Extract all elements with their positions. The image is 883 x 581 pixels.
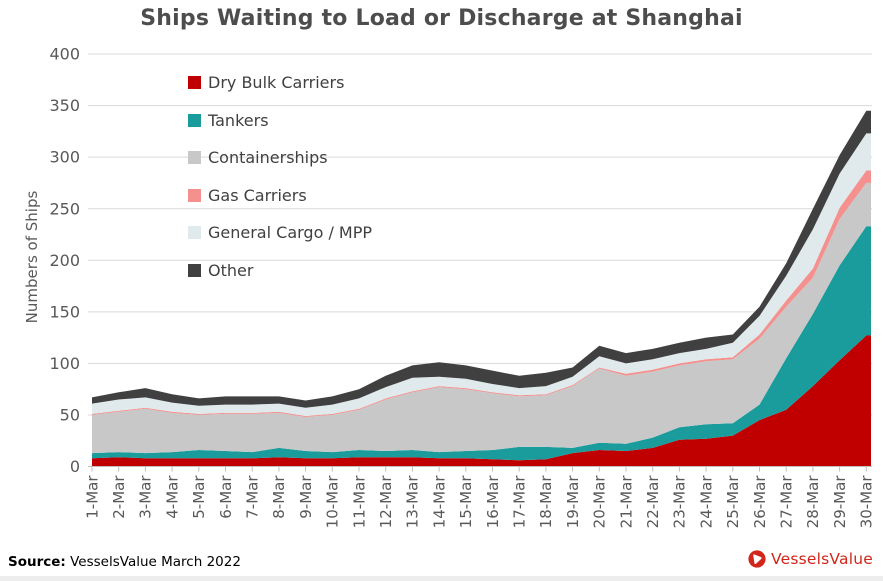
legend-swatch bbox=[188, 188, 201, 202]
x-tick-label: 7-Mar bbox=[243, 475, 261, 519]
legend-item: Gas Carriers bbox=[188, 177, 372, 215]
vesselsvalue-logo-icon bbox=[748, 550, 766, 568]
x-tick-label: 15-Mar bbox=[457, 475, 475, 529]
x-tick-label: 12-Mar bbox=[377, 475, 395, 529]
legend-swatch bbox=[188, 151, 201, 165]
x-tick-label: 21-Mar bbox=[617, 475, 635, 529]
x-tick-label: 22-Mar bbox=[644, 475, 662, 529]
y-tick-label: 100 bbox=[49, 354, 80, 373]
legend: Dry Bulk Carriers Tankers Containerships Ga… bbox=[188, 64, 372, 289]
vesselsvalue-logo-text: VesselsValue bbox=[771, 550, 873, 568]
x-tick-label: 17-Mar bbox=[510, 475, 528, 529]
legend-swatch bbox=[188, 226, 201, 240]
legend-swatch bbox=[188, 113, 201, 127]
x-tick-label: 13-Mar bbox=[404, 475, 422, 529]
x-tick-label: 6-Mar bbox=[217, 475, 235, 519]
y-tick-label: 0 bbox=[70, 457, 80, 476]
x-tick-label: 8-Mar bbox=[270, 475, 288, 519]
x-tick-label: 26-Mar bbox=[751, 475, 769, 529]
legend-item: Containerships bbox=[188, 139, 372, 177]
x-tick-label: 28-Mar bbox=[804, 475, 822, 529]
legend-item: Other bbox=[188, 252, 372, 290]
legend-item: General Cargo / MPP bbox=[188, 214, 372, 252]
x-tick-label: 11-Mar bbox=[350, 475, 368, 529]
x-tick-label: 27-Mar bbox=[777, 475, 795, 529]
y-tick-label: 300 bbox=[49, 148, 80, 167]
source-label: Source: bbox=[8, 554, 66, 570]
x-tick-label: 10-Mar bbox=[324, 475, 342, 529]
legend-label: Containerships bbox=[208, 148, 328, 168]
legend-label: Other bbox=[208, 260, 254, 280]
x-tick-label: 29-Mar bbox=[831, 475, 849, 529]
x-tick-label: 20-Mar bbox=[591, 475, 609, 529]
stacked-area-plot: 0 50 100 150 200 250 300 350 400 1-Mar 2-Mar 3-Mar 4… bbox=[49, 45, 876, 529]
y-tick-label: 150 bbox=[49, 302, 80, 321]
y-tick-label: 400 bbox=[49, 45, 80, 64]
y-tick-label: 350 bbox=[49, 96, 80, 115]
x-tick-label: 18-Mar bbox=[537, 475, 555, 529]
legend-label: General Cargo / MPP bbox=[208, 223, 373, 243]
bottom-strip bbox=[0, 576, 883, 581]
vesselsvalue-logo: VesselsValue bbox=[748, 550, 873, 568]
x-tick-label: 4-Mar bbox=[163, 475, 181, 519]
x-tick-label: 9-Mar bbox=[297, 475, 315, 519]
area-dry-bulk-carriers bbox=[92, 335, 871, 467]
chart-title: Ships Waiting to Load or Discharge at Sh… bbox=[140, 6, 743, 31]
x-tick-label: 14-Mar bbox=[430, 475, 448, 529]
x-tick-label: 16-Mar bbox=[484, 475, 502, 529]
legend-item: Dry Bulk Carriers bbox=[188, 64, 372, 102]
x-tick-label: 24-Mar bbox=[697, 475, 715, 529]
legend-item: Tankers bbox=[188, 102, 372, 140]
x-tick-label: 3-Mar bbox=[137, 475, 155, 519]
source-text: VesselsValue March 2022 bbox=[65, 554, 241, 570]
x-tick-label: 19-Mar bbox=[564, 475, 582, 529]
x-tick-label: 25-Mar bbox=[724, 475, 742, 529]
x-tick-label: 5-Mar bbox=[190, 475, 208, 519]
legend-swatch bbox=[188, 263, 201, 277]
y-tick-label: 50 bbox=[60, 406, 80, 425]
x-tick-label: 2-Mar bbox=[110, 475, 128, 519]
x-tick-label: 30-Mar bbox=[858, 475, 876, 529]
y-tick-label: 200 bbox=[49, 251, 80, 270]
y-tick-label: 250 bbox=[49, 199, 80, 218]
legend-label: Gas Carriers bbox=[208, 185, 307, 205]
legend-swatch bbox=[188, 76, 201, 90]
legend-label: Tankers bbox=[208, 110, 269, 130]
x-tick-label: 1-Mar bbox=[83, 475, 101, 519]
area-containerships bbox=[92, 182, 871, 454]
source-note: Source: VesselsValue March 2022 bbox=[8, 554, 241, 570]
x-tick-label: 23-Mar bbox=[671, 475, 689, 529]
legend-label: Dry Bulk Carriers bbox=[208, 73, 345, 93]
